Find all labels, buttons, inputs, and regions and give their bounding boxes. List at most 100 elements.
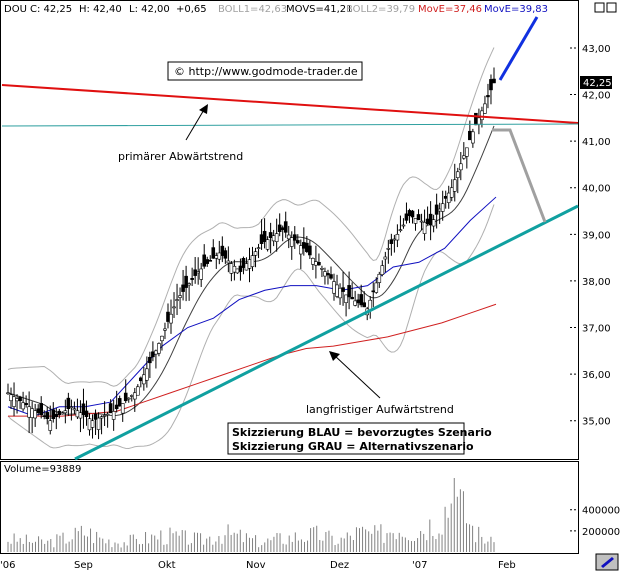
candle-body	[15, 398, 19, 402]
candles	[6, 67, 496, 440]
downtrend-label: primärer Abwärtstrend	[118, 150, 243, 163]
candle-body	[265, 239, 270, 250]
header-high: H: 42,40	[79, 4, 122, 15]
candle-body	[57, 410, 62, 416]
candle-body	[383, 256, 388, 260]
candle-body	[223, 250, 228, 259]
volume-tick-label: 200000	[582, 527, 620, 538]
y-tick-label: 37,00	[582, 324, 611, 335]
candle-body	[241, 257, 246, 268]
window-button-close[interactable]	[606, 2, 617, 13]
watermark-box	[167, 61, 363, 81]
candle-body	[87, 418, 92, 431]
scenario-blue-text: Skizzierung BLAU = bevorzugtes Szenario	[232, 426, 492, 439]
candle-body	[314, 261, 318, 266]
pencil-icon	[601, 557, 614, 568]
candle-body	[220, 245, 225, 256]
candle-body	[247, 259, 252, 269]
candle-body	[126, 397, 131, 400]
candle-body	[172, 306, 176, 309]
candle-body	[350, 296, 354, 300]
candle-body	[63, 410, 68, 414]
candle-body	[477, 117, 481, 125]
candle-body	[262, 230, 267, 242]
candle-body	[190, 278, 194, 280]
volume-y-axis: 200000 400000	[570, 506, 620, 538]
candle-body	[196, 271, 200, 274]
x-tick-label: '07	[412, 560, 427, 571]
candle-body	[289, 237, 294, 247]
y-tick-label: 40,00	[582, 184, 611, 195]
candle-body	[108, 403, 113, 414]
candle-body	[199, 268, 203, 280]
candle-body	[425, 218, 430, 224]
downtrend-line	[1, 84, 579, 124]
candle-body	[268, 232, 273, 238]
candle-body	[154, 350, 158, 355]
candle-body	[81, 403, 86, 416]
candle-body	[398, 229, 403, 231]
candle-body	[486, 95, 490, 98]
candle-body	[356, 299, 360, 304]
price-badge-text: 42,25	[583, 78, 612, 89]
candle-body	[145, 368, 149, 381]
candle-body	[24, 403, 28, 406]
window-button-restore[interactable]	[594, 2, 605, 13]
candle-body	[277, 224, 282, 232]
candle-body	[39, 403, 44, 416]
candle-body	[129, 395, 134, 397]
candle-body	[157, 343, 161, 354]
candle-body	[105, 413, 110, 416]
candle-body	[416, 214, 421, 220]
candle-body	[295, 240, 300, 244]
candle-body	[30, 408, 34, 418]
candle-body	[54, 414, 59, 418]
candle-body	[232, 265, 237, 273]
volume-bars	[7, 478, 495, 552]
header: DOU C: 42,25 H: 42,40 L: 42,00 +0,65 BOL…	[4, 4, 548, 15]
candle-body	[311, 258, 315, 265]
candle-body	[413, 218, 418, 224]
candle-body	[21, 402, 25, 410]
header-boll1: BOLL1=42,63	[218, 4, 287, 15]
uptrend-label: langfristiger Aufwärtstrend	[306, 403, 454, 416]
candle-body	[410, 210, 415, 218]
axis-area	[579, 0, 621, 554]
x-tick-label: Sep	[74, 560, 93, 571]
y-tick-label: 35,00	[582, 417, 611, 428]
candle-body	[9, 394, 13, 402]
header-move1: MovE=37,46	[418, 4, 482, 15]
candle-body	[347, 285, 351, 298]
x-tick-label: Nov	[246, 560, 266, 571]
candle-body	[253, 251, 258, 256]
candle-body	[84, 410, 89, 418]
candle-body	[468, 130, 472, 141]
candle-body	[437, 208, 442, 212]
candle-body	[123, 392, 128, 402]
candle-body	[280, 227, 285, 230]
candle-body	[407, 210, 412, 217]
candle-body	[317, 261, 321, 266]
candle-body	[465, 147, 469, 157]
candle-body	[471, 131, 475, 144]
time-axis-area	[0, 554, 621, 571]
candle-body	[102, 415, 107, 417]
candle-body	[452, 179, 457, 192]
candle-body	[226, 260, 231, 264]
candle-body	[93, 413, 98, 420]
candle-body	[308, 245, 312, 256]
candle-body	[341, 287, 345, 292]
candle-body	[48, 420, 53, 431]
candle-body	[238, 265, 243, 272]
candle-body	[419, 220, 424, 223]
candle-body	[434, 204, 439, 215]
candle-body	[75, 410, 80, 418]
candle-body	[175, 299, 179, 301]
x-axis: '06 Sep Okt Nov Dez '07 Feb	[0, 560, 516, 571]
candle-body	[178, 295, 182, 298]
candle-body	[371, 290, 376, 293]
uptrend-arrow	[333, 354, 381, 399]
candle-body	[244, 263, 249, 271]
header-movs: MOVS=41,21	[286, 4, 353, 15]
candle-body	[455, 171, 460, 178]
